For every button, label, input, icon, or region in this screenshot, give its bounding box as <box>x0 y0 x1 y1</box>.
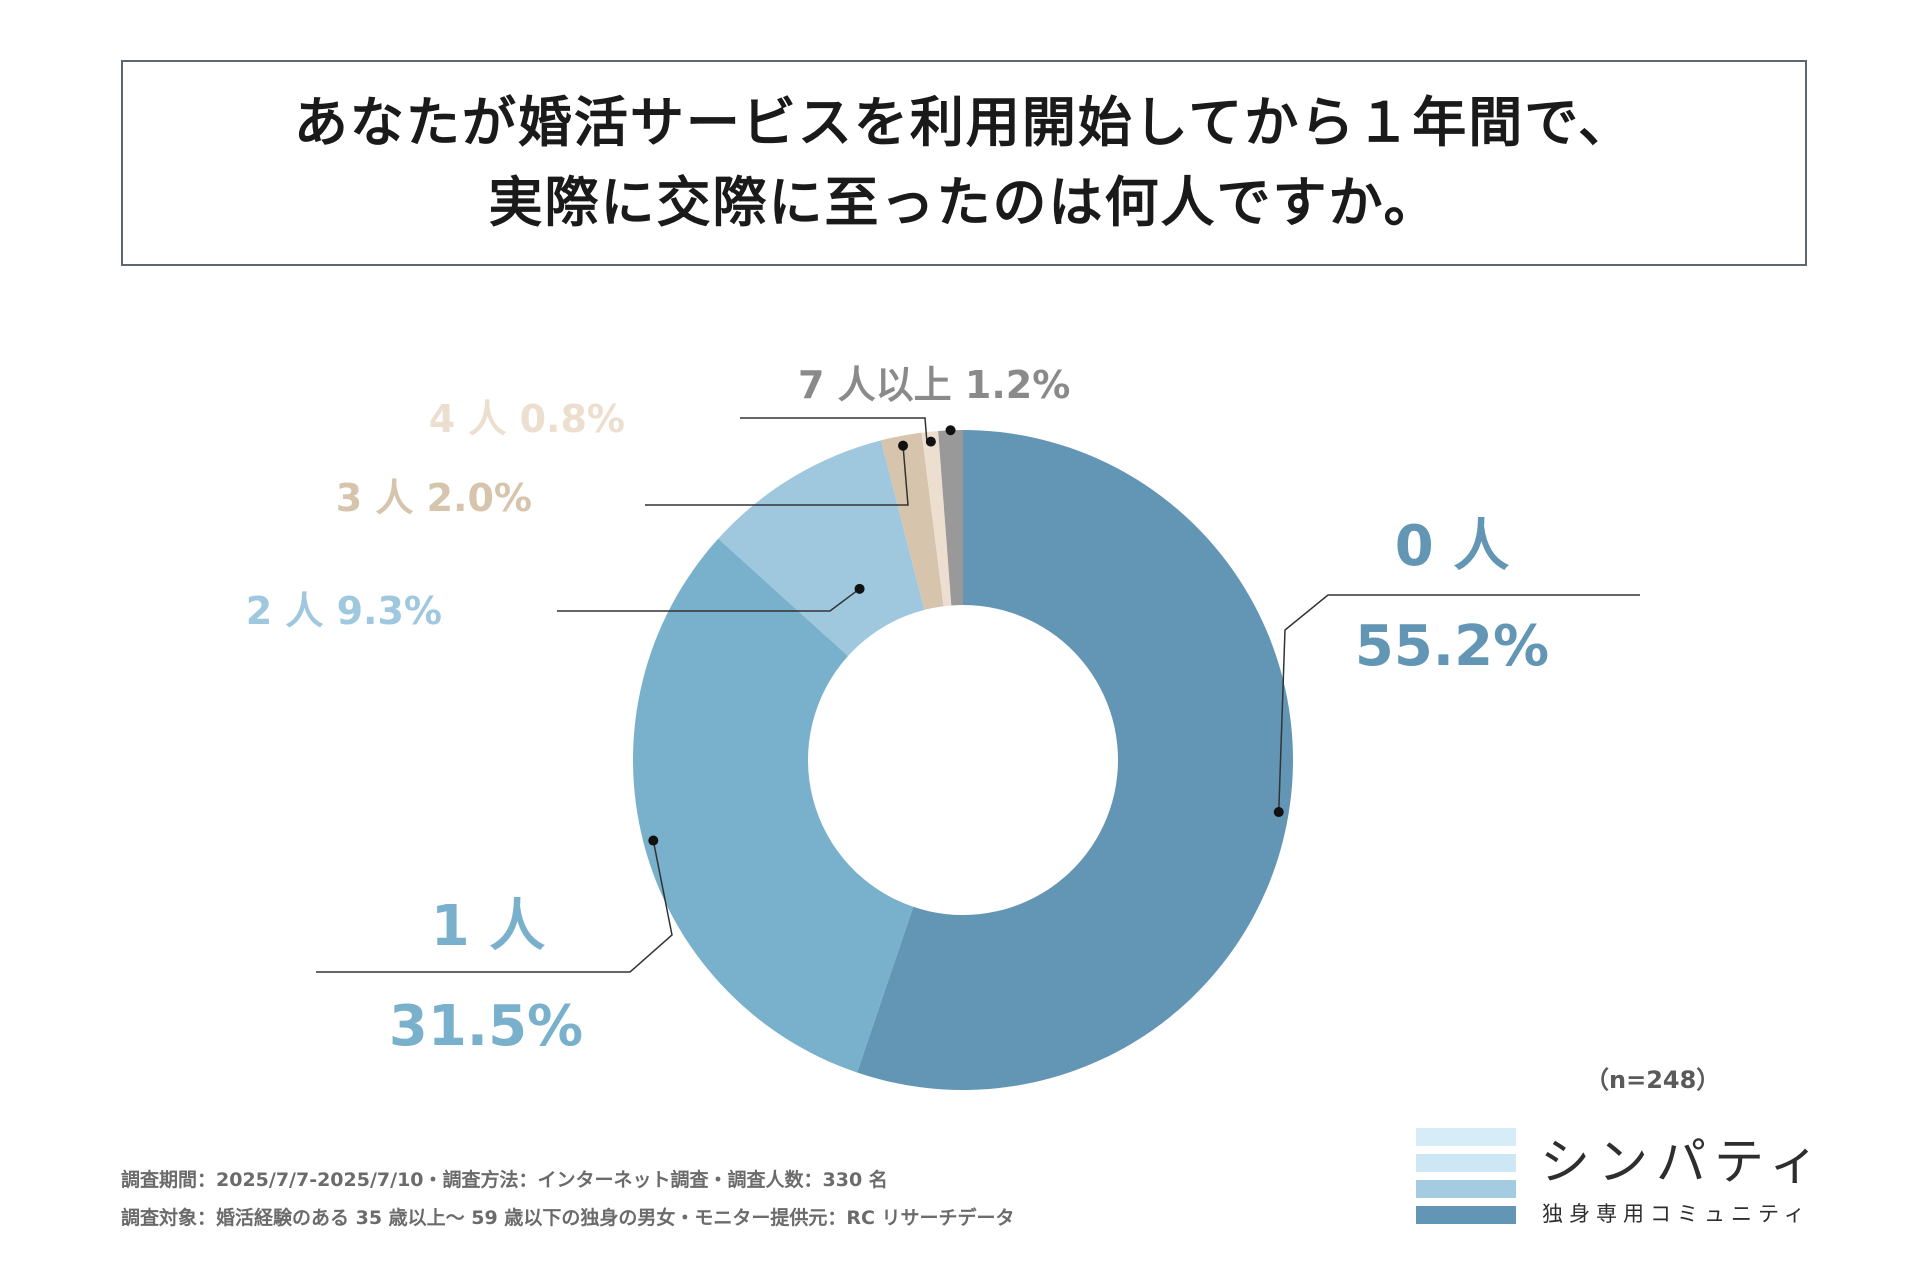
logo-name: シンパティ <box>1540 1133 1827 1191</box>
slice-7-plus <box>938 430 963 606</box>
sample-size-note: （n=248） <box>1585 1066 1721 1094</box>
value-label-0: 55.2% <box>1355 614 1549 679</box>
slice-label-3: 3 人 2.0% <box>336 476 532 520</box>
leader-dot-4 <box>925 436 936 447</box>
chart-title-line-1: あなたが婚活サービスを利用開始してから１年間で、 <box>293 91 1635 154</box>
leader-dot-1 <box>648 835 659 846</box>
leader-line-0 <box>1277 594 1640 813</box>
chart-title-line-2: 実際に交際に至ったのは何人ですか。 <box>488 171 1440 234</box>
leader-dot-0 <box>1273 807 1284 818</box>
brand-logo: シンパティ 独身専用コミュニティ <box>1416 1128 1826 1228</box>
logo-tagline: 独身専用コミュニティ <box>1542 1202 1811 1226</box>
logo-stripe-1 <box>1416 1128 1516 1146</box>
slice-0 <box>857 429 1293 1090</box>
title-box: あなたが婚活サービスを利用開始してから１年間で、 実際に交際に至ったのは何人です… <box>121 60 1807 266</box>
leader-line-1 <box>316 840 673 973</box>
slice-4 <box>921 430 952 607</box>
survey-note-line-1: 調査期間：2025/7/7-2025/7/10・調査方法：インターネット調査・調… <box>121 1169 888 1191</box>
leader-dot-3 <box>898 440 909 451</box>
leader-line-2 <box>557 588 861 612</box>
leader-dot-2 <box>854 583 865 594</box>
slice-2 <box>718 440 925 657</box>
category-label-1: 1 人 <box>431 894 545 959</box>
survey-note-line-2: 調査対象：婚活経験のある 35 歳以上～ 59 歳以下の独身の男女・モニター提供… <box>121 1207 1015 1229</box>
slice-label-2: 2 人 9.3% <box>246 589 442 633</box>
leader-dot-7-plus <box>945 425 956 436</box>
slice-label-4: 4 人 0.8% <box>429 397 625 441</box>
slice-3 <box>880 432 944 610</box>
logo-stripe-4 <box>1416 1206 1516 1224</box>
slice-1 <box>633 538 914 1073</box>
slice-label-7-plus: 7 人以上 1.2% <box>798 363 1070 407</box>
logo-stripe-2 <box>1416 1154 1516 1172</box>
category-label-0: 0 人 <box>1395 514 1509 579</box>
logo-stripe-3 <box>1416 1180 1516 1198</box>
value-label-1: 31.5% <box>389 994 583 1059</box>
leader-line-3 <box>645 445 909 506</box>
